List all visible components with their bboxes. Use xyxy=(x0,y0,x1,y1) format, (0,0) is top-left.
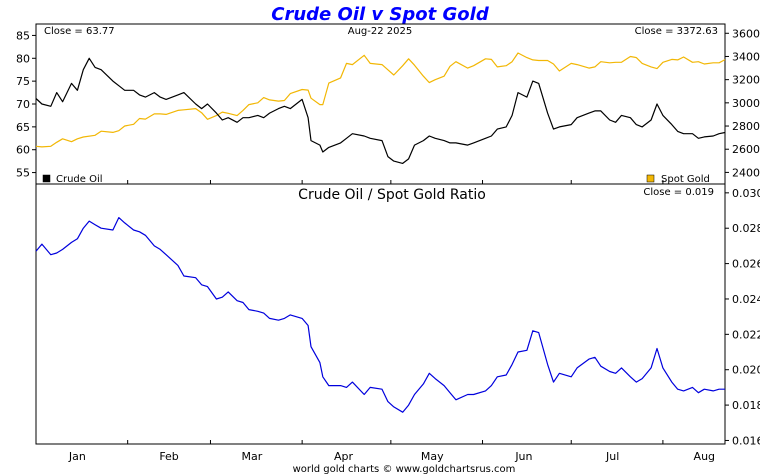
ratio-tick-label: 0.024 xyxy=(732,293,760,306)
gold-tick-label: 3000 xyxy=(732,97,760,110)
ratio-tick-label: 0.020 xyxy=(732,364,760,377)
gold-tick-label: 2800 xyxy=(732,120,760,133)
series-lines xyxy=(35,52,726,413)
month-tick-label: Aug xyxy=(694,450,715,463)
spot-gold-line xyxy=(35,52,726,148)
ratio-axis-ticks: 0.016 0.018 0.020 0.022 0.024 0.026 0.028 0.030 xyxy=(725,187,760,447)
month-tick-label: Feb xyxy=(159,450,178,463)
ratio-title: Crude Oil / Spot Gold Ratio xyxy=(298,187,486,203)
ratio-tick-label: 0.018 xyxy=(732,399,760,412)
oil-tick-label: 75 xyxy=(16,75,30,88)
date-label: Aug-22 2025 xyxy=(348,26,413,37)
legend-label-spot-gold: Spot Gold xyxy=(661,174,710,185)
month-tick-label: Jun xyxy=(514,450,532,463)
oil-tick-label: 70 xyxy=(16,98,30,111)
oil-tick-label: 85 xyxy=(16,29,30,42)
footer-credit: world gold charts © www.goldchartsrus.co… xyxy=(293,464,516,475)
gold-tick-label: 2600 xyxy=(732,143,760,156)
top-panel-frame xyxy=(35,23,726,185)
oil-tick-label: 65 xyxy=(16,121,30,134)
ratio-tick-label: 0.030 xyxy=(732,187,760,200)
ratio-tick-label: 0.028 xyxy=(732,222,760,235)
gold-close-label: Close = 3372.63 xyxy=(635,26,718,37)
oil-tick-label: 80 xyxy=(16,52,30,65)
oil-tick-label: 60 xyxy=(16,144,30,157)
month-tick-label: Jul xyxy=(605,450,619,463)
ratio-tick-label: 0.022 xyxy=(732,328,760,341)
legend-swatch-spot-gold xyxy=(646,174,655,183)
month-tick-label: Jan xyxy=(68,450,86,463)
gold-tick-label: 3200 xyxy=(732,74,760,87)
legend-label-crude-oil: Crude Oil xyxy=(56,174,103,185)
chart-title: Crude Oil v Spot Gold xyxy=(271,4,490,25)
ratio-close-label: Close = 0.019 xyxy=(643,187,714,198)
month-axis-ticks: Jan Feb Mar Apr May Jun Jul Aug xyxy=(35,180,715,463)
month-tick-label: May xyxy=(421,450,444,463)
gold-tick-label: 3600 xyxy=(732,27,760,40)
month-tick-label: Apr xyxy=(334,450,354,463)
ratio-line xyxy=(35,217,725,413)
oil-axis-ticks: 55 60 65 70 75 80 85 xyxy=(16,29,36,180)
bottom-panel-frame xyxy=(35,183,726,445)
gold-axis-ticks: 2400 2600 2800 3000 3200 3400 3600 xyxy=(725,27,760,179)
oil-tick-label: 55 xyxy=(16,167,30,180)
month-tick-label: Mar xyxy=(241,450,262,463)
gold-tick-label: 2400 xyxy=(732,166,760,179)
ratio-tick-label: 0.026 xyxy=(732,258,760,271)
ratio-tick-label: 0.016 xyxy=(732,434,760,447)
gold-tick-label: 3400 xyxy=(732,50,760,63)
oil-close-label: Close = 63.77 xyxy=(44,26,115,37)
crude-oil-line xyxy=(35,57,726,164)
legend-swatch-crude-oil xyxy=(42,174,51,183)
